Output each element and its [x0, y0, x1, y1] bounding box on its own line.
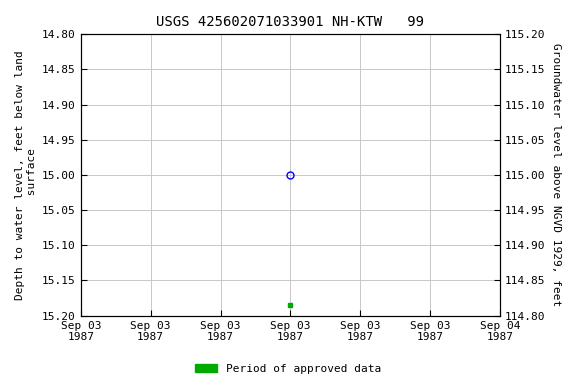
Legend: Period of approved data: Period of approved data [191, 359, 385, 379]
Y-axis label: Groundwater level above NGVD 1929, feet: Groundwater level above NGVD 1929, feet [551, 43, 561, 306]
Y-axis label: Depth to water level, feet below land
 surface: Depth to water level, feet below land su… [15, 50, 37, 300]
Title: USGS 425602071033901 NH-KTW   99: USGS 425602071033901 NH-KTW 99 [157, 15, 425, 29]
